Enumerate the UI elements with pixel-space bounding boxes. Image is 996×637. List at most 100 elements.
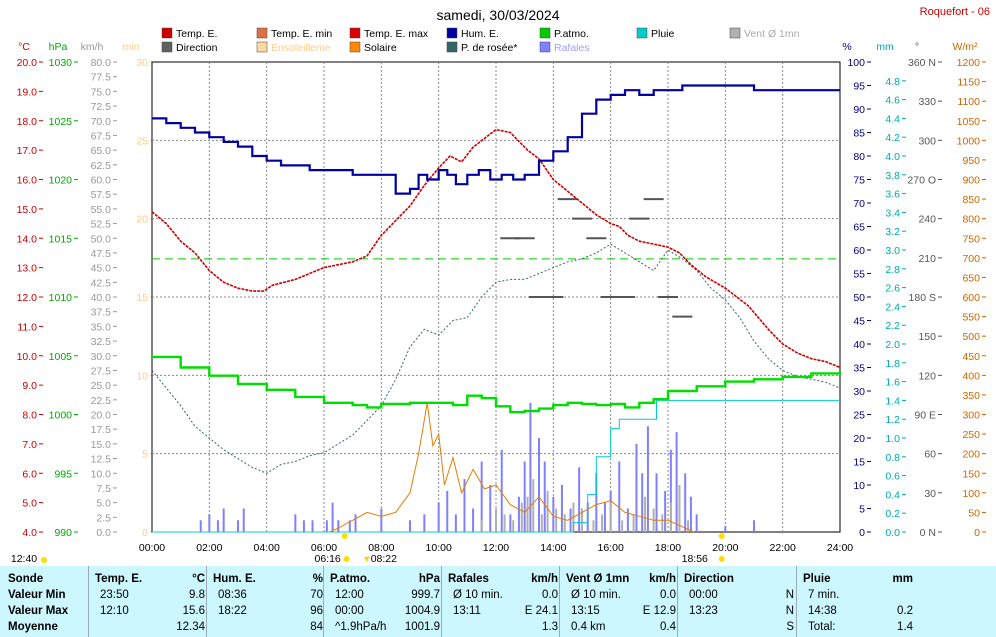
column-divider [796, 566, 797, 637]
axis-tick-label: 55 [853, 269, 865, 281]
stats-cell-time: Ø 10 min. [571, 589, 621, 601]
axis-tick-label: 0.4 [885, 489, 900, 501]
axis-tick-label: 16.0 [17, 175, 38, 187]
axis-tick-label: 15.0 [91, 439, 112, 451]
stats-cell-time: 08:36 [218, 589, 247, 601]
stats-cell-value: E 12.9 [642, 605, 676, 617]
axis-tick-label: 72.5 [91, 101, 112, 113]
axis-tick-label: 35.0 [91, 321, 112, 333]
stats-header: Hum. E. [213, 573, 256, 585]
sun-ticker-label: 08:22 [371, 553, 397, 565]
axis-tick-label: 52.5 [91, 219, 112, 231]
series-line-p-de-ros-e- [151, 243, 841, 474]
series-line-hum-e- [152, 84, 840, 195]
stats-header: Vent Ø 1mn [566, 573, 630, 585]
stats-cell-value: E 24.1 [524, 605, 558, 617]
stats-row-label: Moyenne [8, 621, 58, 633]
stats-cell-value: 96 [310, 605, 323, 617]
axis-tick-label: 5 [142, 449, 148, 461]
series-line-pluie [152, 399, 840, 533]
axis-tick-label: 1005 [49, 351, 73, 363]
axis-tick-label: 1.6 [885, 377, 900, 389]
stats-cell-time: 13:11 [453, 605, 481, 617]
axis-tick-label: 990 [54, 527, 72, 539]
axis-tick-label: 450 [962, 351, 980, 363]
axis-tick-label: 37.5 [91, 307, 112, 319]
stats-cell-value: 0.0 [660, 589, 676, 601]
axis-tick-label: 17.5 [91, 424, 112, 436]
stats-cell-time: 12:00 [335, 589, 364, 601]
axis-tick-label: 8.0 [22, 410, 37, 422]
axis-tick-label: 30.0 [91, 351, 112, 363]
axis-tick-label: 3.2 [885, 226, 900, 238]
stats-cell-value: 84 [310, 621, 323, 633]
axis-tick-label: 1.2 [885, 414, 900, 426]
stats-cell-value: 12.34 [176, 621, 205, 633]
stats-cell-value: 1004.9 [404, 605, 440, 617]
stats-cell-time: 00:00 [689, 589, 718, 601]
sunset-label: 18:56 [682, 553, 708, 565]
axis-tick-label: 40.0 [91, 292, 112, 304]
axis-tick-label: 100 [962, 488, 980, 500]
axis-tick-label: 2.2 [885, 320, 900, 332]
chart-title: samedi, 30/03/2024 [437, 7, 560, 23]
axis-tick-label: 67.5 [91, 130, 112, 142]
axis-tick-label: 2.6 [885, 283, 900, 295]
axis-tick-label: 18.0 [17, 116, 38, 128]
legend-label: Temp. E. max [364, 28, 429, 40]
column-divider [323, 566, 324, 637]
axis-tick-label: 0.8 [885, 452, 900, 464]
axis-tick-label: 30 [924, 488, 936, 500]
series-line-solaire [329, 402, 695, 533]
axis-unit: mm [876, 41, 894, 53]
axis-tick-label: 0 N [920, 527, 936, 539]
x-tick-label: 22:00 [770, 542, 796, 554]
stats-header-unit: % [312, 573, 323, 585]
legend-label: P. de rosée* [461, 42, 517, 54]
axis-tick-label: 45.0 [91, 263, 112, 275]
axis-tick-label: 300 [962, 410, 980, 422]
sun-markers: 06:16 ▼ 08:22 18:56 12:40 [11, 533, 725, 565]
axis-unit: W/m² [952, 41, 978, 53]
axis-unit: °C [18, 41, 30, 53]
axis-tick-label: 5.0 [22, 498, 37, 510]
legend-label: Rafales [554, 42, 590, 54]
axis-tick-label: 45 [853, 316, 865, 328]
axis-tick-label: 1050 [957, 116, 981, 128]
legend-label: Pluie [651, 28, 675, 40]
legend-swatch [256, 41, 268, 53]
stats-cell-time: Total: [808, 621, 836, 633]
axis-tick-label: 1030 [49, 57, 73, 69]
axis-tick-label: 32.5 [91, 336, 112, 348]
axis-tick-label: 0 [974, 527, 980, 539]
axis-tick-label: 950 [962, 155, 980, 167]
stats-header: Sonde [8, 573, 44, 585]
axis-tick-label: 15.0 [17, 204, 38, 216]
legend-label: Ensoleilleme [271, 42, 331, 54]
axis-tick-label: 4.6 [885, 95, 900, 107]
axis-tick-label: 60 [924, 449, 936, 461]
station-name: Roquefort - 06 [920, 6, 990, 18]
sunrise-label: 06:16 [315, 553, 341, 565]
stats-cell-value: 9.8 [189, 589, 205, 601]
axis-tick-label: 150 [962, 468, 980, 480]
x-tick-label: 06:00 [311, 542, 337, 554]
axis-tick-label: 57.5 [91, 189, 112, 201]
axis-tick-label: 30 [136, 57, 148, 69]
axis-tick-label: 14.0 [17, 233, 38, 245]
legend-label: Temp. E. min [271, 28, 332, 40]
axis-tick-label: 4.4 [885, 113, 900, 125]
midday-label: 12:40 [11, 553, 37, 565]
axis-tick-label: 250 [962, 429, 980, 441]
axis-tick-label: 650 [962, 272, 980, 284]
x-tick-label: 12:00 [483, 542, 509, 554]
axis-tick-label: 10.0 [17, 351, 38, 363]
axis-tick-label: 0.6 [885, 471, 900, 483]
stats-header-unit: hPa [418, 573, 440, 585]
axis-tick-label: 1.8 [885, 358, 900, 370]
stats-header: Temp. E. [95, 573, 143, 585]
axis-tick-label: 90 E [914, 410, 936, 422]
sunset-dot [718, 533, 725, 539]
legend-swatch [349, 27, 361, 39]
axis-tick-label: 750 [962, 233, 980, 245]
